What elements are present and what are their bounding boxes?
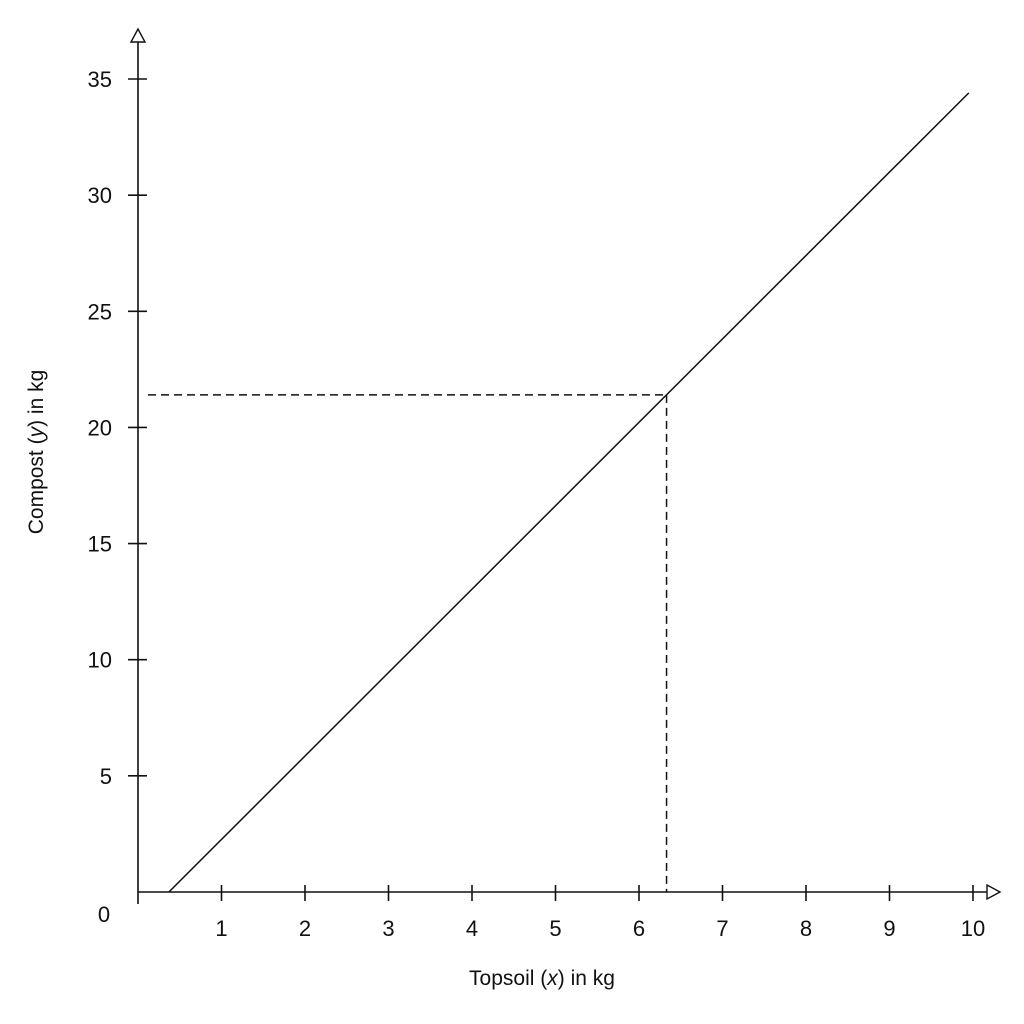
x-tick-label: 7	[716, 916, 728, 941]
axes: 0	[98, 27, 1002, 927]
series-group	[168, 92, 970, 893]
y-ticks: 5 10 15 20 25 30 35	[88, 67, 147, 789]
x-tick-label: 8	[800, 916, 812, 941]
y-tick-label: 5	[100, 764, 112, 789]
guide-lines	[148, 394, 668, 892]
y-axis-title-suffix: ) in kg	[25, 370, 48, 427]
y-tick-label: 10	[88, 648, 112, 673]
series-line	[168, 92, 970, 893]
x-tick-label: 1	[215, 916, 227, 941]
x-axis-title-suffix: ) in kg	[558, 967, 615, 990]
x-tick-label: 5	[549, 916, 561, 941]
y-axis-title-prefix: Compost (	[25, 437, 48, 534]
x-axis-arrowhead	[986, 883, 1002, 901]
x-tick-label: 9	[883, 916, 895, 941]
x-tick-label: 2	[299, 916, 311, 941]
origin-label: 0	[98, 902, 110, 927]
y-axis-arrowhead	[129, 27, 147, 43]
y-tick-label: 35	[88, 67, 112, 92]
x-ticks: 1 2 3 4 5 6 7 8 9 10	[215, 885, 985, 941]
y-tick-label: 25	[88, 299, 112, 324]
x-axis-title-variable: x	[546, 967, 559, 990]
y-tick-label: 15	[88, 532, 112, 557]
y-tick-label: 20	[88, 415, 112, 440]
x-tick-label: 10	[961, 916, 985, 941]
x-tick-label: 6	[633, 916, 645, 941]
y-axis-title: Compost (y) in kg	[25, 370, 48, 535]
x-axis-title-prefix: Topsoil (	[469, 967, 547, 990]
x-tick-label: 3	[382, 916, 394, 941]
x-axis-title: Topsoil (x) in kg	[469, 967, 615, 990]
y-tick-label: 30	[88, 183, 112, 208]
y-axis-title-variable: y	[25, 425, 48, 439]
x-tick-label: 4	[466, 916, 478, 941]
